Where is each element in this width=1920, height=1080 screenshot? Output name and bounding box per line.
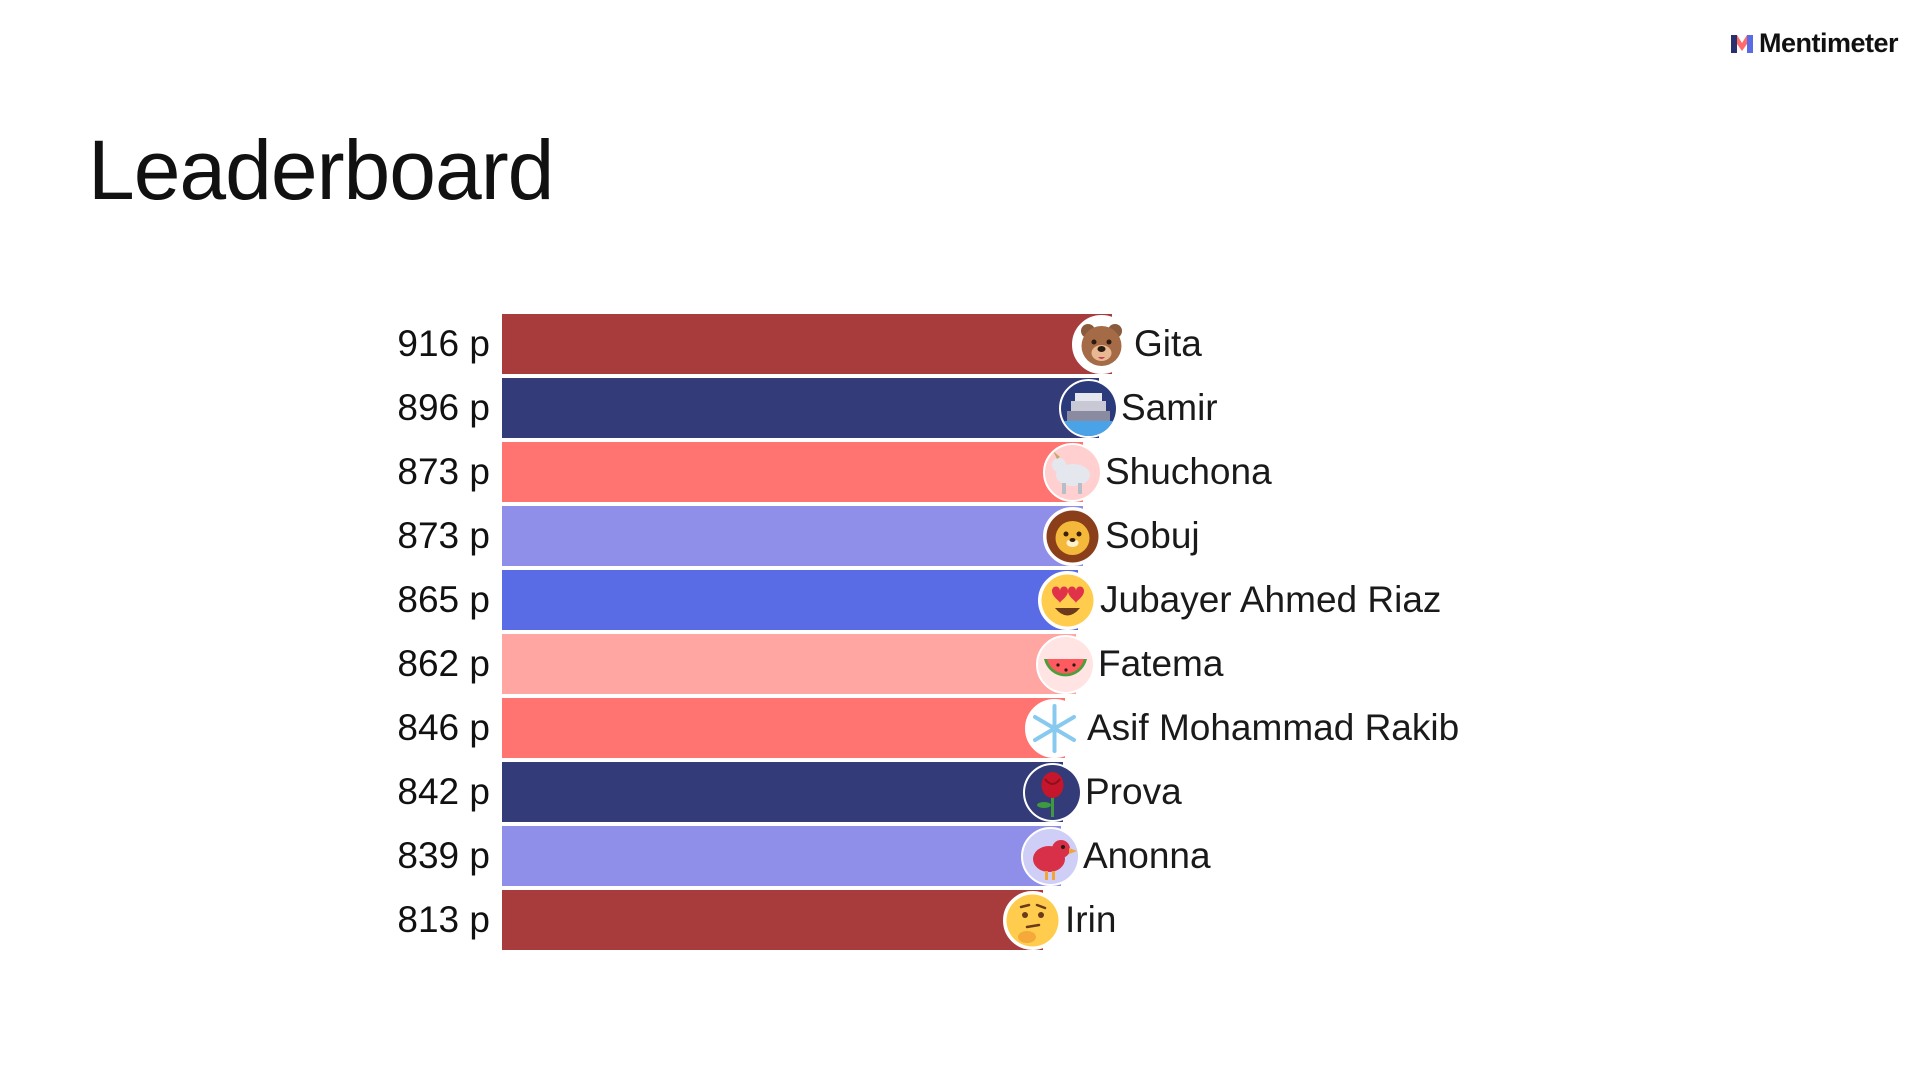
lion-face-icon (1043, 507, 1102, 566)
leaderboard-row: 846 p Asif Mohammad Rakib (0, 698, 1920, 758)
leaderboard-row: 839 p Anonna (0, 826, 1920, 886)
page-title: Leaderboard (88, 123, 554, 217)
leaderboard-row: 865 p Jubayer Ahmed Riaz (0, 570, 1920, 630)
leaderboard-row: 873 p Shuchona (0, 442, 1920, 502)
leaderboard-row: 916 p Gita (0, 314, 1920, 374)
player-name: Asif Mohammad Rakib (1087, 707, 1460, 748)
score-bar (502, 378, 1099, 438)
player-name: Jubayer Ahmed Riaz (1100, 579, 1442, 620)
leaderboard-row: 873 p Sobuj (0, 506, 1920, 566)
player-score: 862 p (397, 643, 490, 684)
brand-logo: Mentimeter (1730, 28, 1899, 59)
score-bar (502, 442, 1083, 502)
bear-face-icon (1072, 315, 1131, 374)
score-bar (502, 634, 1076, 694)
leaderboard-row: 842 p Prova (0, 762, 1920, 822)
ship-icon (1059, 379, 1118, 438)
leaderboard-row: 896 p Samir (0, 378, 1920, 438)
score-bar (502, 314, 1112, 374)
leaderboard-row: 813 p Irin (0, 890, 1920, 950)
player-name: Samir (1121, 387, 1218, 428)
player-score: 873 p (397, 451, 490, 492)
player-score: 839 p (397, 835, 490, 876)
player-score: 842 p (397, 771, 490, 812)
player-name: Irin (1065, 899, 1117, 940)
score-bar (502, 890, 1043, 950)
player-score: 865 p (397, 579, 490, 620)
player-name: Shuchona (1105, 451, 1272, 492)
score-bar (502, 762, 1063, 822)
player-score: 896 p (397, 387, 490, 428)
watermelon-icon (1036, 635, 1095, 694)
brand-name: Mentimeter (1758, 28, 1899, 58)
player-name: Sobuj (1105, 515, 1200, 556)
player-score: 813 p (397, 899, 490, 940)
player-name: Prova (1085, 771, 1182, 812)
player-name: Gita (1134, 323, 1202, 364)
score-bar (502, 698, 1065, 758)
score-bar (502, 826, 1061, 886)
player-score: 873 p (397, 515, 490, 556)
goat-icon (1043, 443, 1102, 502)
thinking-face-icon (1003, 891, 1062, 950)
player-score: 916 p (397, 323, 490, 364)
player-name: Fatema (1098, 643, 1224, 684)
score-bar (502, 570, 1078, 630)
player-name: Anonna (1083, 835, 1211, 876)
leaderboard-row: 862 p Fatema (0, 634, 1920, 694)
mentimeter-logo-icon (1730, 34, 1753, 53)
score-bar (502, 506, 1083, 566)
player-score: 846 p (397, 707, 490, 748)
red-bird-icon (1021, 827, 1080, 886)
heart-eyes-face-icon (1038, 571, 1097, 630)
rose-icon (1023, 763, 1082, 822)
snowflake-icon (1025, 699, 1084, 758)
